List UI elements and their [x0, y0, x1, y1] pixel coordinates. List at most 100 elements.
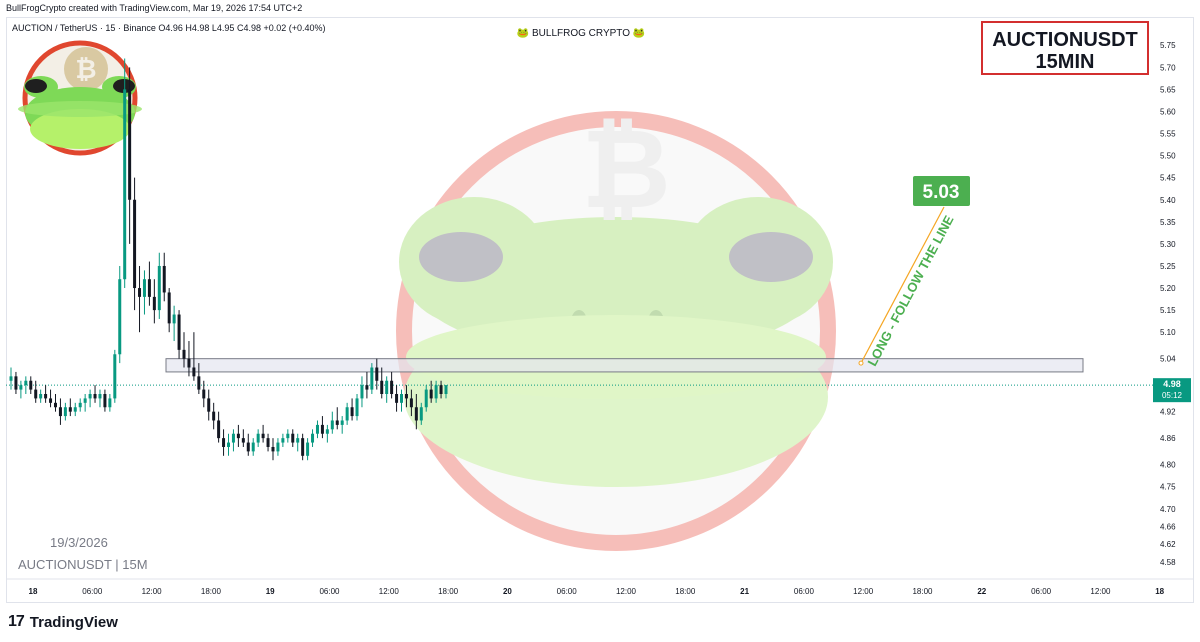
y-tick-label-12: 5.15	[1160, 306, 1176, 315]
candle-body-88	[444, 385, 448, 394]
target-line-anchor[interactable]	[858, 360, 864, 366]
x-tick-label-15: 18:00	[912, 587, 933, 596]
candle-body-81	[409, 398, 413, 408]
y-tick-label-4: 5.55	[1160, 130, 1176, 139]
x-tick-label-8: 20	[503, 587, 512, 596]
x-tick-label-11: 18:00	[675, 587, 696, 596]
candle-body-43	[222, 438, 226, 447]
candle-body-9	[53, 402, 57, 408]
y-tick-label-1: 5.70	[1160, 63, 1176, 72]
candle-body-51	[261, 433, 265, 439]
candle-body-68	[345, 407, 349, 421]
price-axis[interactable]: 5.75 5.70 5.65 5.60 5.55 5.50 5.45 5.40 5.35 5.30…	[1160, 41, 1176, 567]
candle-body-30	[157, 265, 161, 311]
candle-body-5	[34, 389, 38, 399]
candle-body-2	[19, 385, 23, 390]
candle-body-44	[227, 442, 230, 447]
footer	[0, 604, 1200, 642]
resistance-zone[interactable]	[165, 358, 1084, 373]
x-tick-label-18: 12:00	[1090, 587, 1111, 596]
last-price-countdown: 05:12	[1162, 391, 1183, 400]
candle-body-35	[182, 349, 186, 359]
candle-body-0	[9, 376, 13, 381]
candle-body-42	[217, 420, 221, 439]
candle-body-31	[162, 265, 166, 293]
y-tick-label-7: 5.40	[1160, 196, 1176, 205]
x-tick-label-9: 06:00	[557, 587, 578, 596]
y-tick-label-3: 5.60	[1160, 107, 1176, 116]
candle-body-59	[301, 438, 305, 456]
candle-body-87	[439, 385, 443, 394]
pair-label: AUCTIONUSDT | 15M	[18, 557, 148, 572]
y-tick-label-8: 5.35	[1160, 218, 1176, 227]
target-label: 5.03	[913, 176, 970, 206]
symbol-legend: AUCTION / TetherUS · 15 · Binance O4.96 …	[12, 23, 326, 33]
candle-body-47	[241, 438, 245, 443]
candle-body-69	[350, 407, 354, 417]
chart-frame	[6, 17, 1194, 603]
candle-body-77	[390, 380, 394, 394]
candle-body-23	[123, 89, 127, 280]
candle-body-1	[14, 376, 18, 390]
candle-body-72	[365, 385, 369, 390]
target-trend-line[interactable]	[860, 206, 945, 364]
svg-text:₿: ₿	[75, 55, 96, 85]
candle-body-84	[424, 389, 428, 408]
candle-body-10	[58, 407, 62, 417]
y-tick-label-6: 5.45	[1160, 174, 1176, 183]
bullfrog-logo-icon: ₿	[18, 40, 142, 156]
candle-body-27	[142, 279, 146, 297]
date-label: 19/3/2026	[50, 535, 108, 550]
candle-body-85	[429, 389, 433, 399]
y-tick-label-10: 5.25	[1160, 262, 1176, 271]
candle-body-56	[286, 433, 290, 439]
x-tick-label-6: 12:00	[379, 587, 400, 596]
tradingview-logo[interactable]: 17 TradingView	[8, 613, 118, 631]
candle-body-21	[113, 354, 117, 399]
last-price-badge: 4.98 05:12	[1153, 378, 1191, 403]
candle-body-26	[138, 288, 142, 297]
candle-body-86	[434, 385, 438, 399]
x-tick-label-13: 06:00	[794, 587, 815, 596]
x-tick-label-4: 19	[266, 587, 275, 596]
x-tick-label-0: 18	[29, 587, 38, 596]
candle-body-80	[404, 394, 408, 399]
candle-body-18	[98, 394, 102, 399]
x-tick-label-3: 18:00	[201, 587, 222, 596]
candle-body-75	[380, 380, 384, 394]
candle-body-28	[147, 279, 151, 297]
candle-body-60	[306, 442, 310, 456]
candle-body-41	[212, 411, 216, 421]
candle-body-46	[236, 433, 240, 439]
candle-body-52	[266, 438, 270, 447]
price-chart[interactable]: ₿ ₿ LONG - FOLLOW THE LINE 5.03 AUCTION …	[6, 17, 1194, 603]
y-tick-label-22: 4.62	[1160, 540, 1176, 549]
x-tick-label-5: 06:00	[319, 587, 340, 596]
y-tick-label-14: 5.04	[1160, 355, 1176, 364]
candle-body-19	[103, 394, 107, 408]
candle-body-13	[73, 407, 77, 412]
candle-body-50	[256, 433, 260, 443]
y-tick-label-5: 5.50	[1160, 152, 1176, 161]
candle-body-83	[419, 407, 423, 421]
time-axis[interactable]: 18 06:00 12:00 18:00 19 06:00 12:00 18:00 20 06:0…	[29, 587, 1165, 596]
svg-text:₿: ₿	[581, 105, 671, 233]
title-line-2: 15MIN	[1036, 51, 1095, 73]
candle-body-53	[271, 446, 275, 452]
candle-body-3	[24, 380, 28, 386]
candle-body-25	[133, 199, 137, 289]
candle-body-49	[251, 442, 255, 452]
title-box: AUCTIONUSDT 15MIN	[981, 21, 1149, 75]
candle-body-40	[207, 398, 211, 412]
frog-watermark-icon: ₿	[396, 105, 836, 551]
y-tick-label-2: 5.65	[1160, 85, 1176, 94]
candle-body-6	[39, 394, 43, 399]
candle-body-64	[325, 429, 329, 434]
candle-body-78	[395, 394, 399, 403]
candle-body-57	[291, 433, 295, 443]
candle-body-54	[276, 442, 280, 452]
tradingview-mark-icon: 17	[8, 613, 25, 630]
candle-body-48	[246, 442, 250, 452]
candle-body-70	[355, 398, 359, 417]
candle-body-29	[152, 296, 156, 311]
